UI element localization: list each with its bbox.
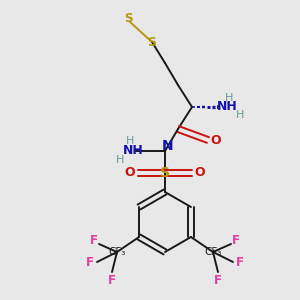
Text: S: S — [160, 166, 170, 180]
Text: H: H — [236, 110, 244, 120]
Text: NH: NH — [217, 100, 237, 113]
Text: O: O — [195, 167, 205, 179]
Text: S: S — [148, 35, 157, 49]
Text: F: F — [214, 274, 222, 286]
Text: S: S — [124, 13, 132, 26]
Text: CF₃: CF₃ — [204, 247, 222, 257]
Text: H: H — [116, 155, 124, 165]
Text: H: H — [126, 136, 134, 146]
Text: O: O — [125, 167, 135, 179]
Text: N: N — [162, 139, 174, 153]
Text: F: F — [232, 235, 240, 248]
Text: F: F — [90, 235, 98, 248]
Text: O: O — [211, 134, 221, 146]
Text: F: F — [236, 256, 244, 268]
Text: NH: NH — [123, 145, 143, 158]
Text: CF₃: CF₃ — [108, 247, 126, 257]
Text: H: H — [225, 93, 233, 103]
Text: F: F — [108, 274, 116, 286]
Text: F: F — [86, 256, 94, 268]
